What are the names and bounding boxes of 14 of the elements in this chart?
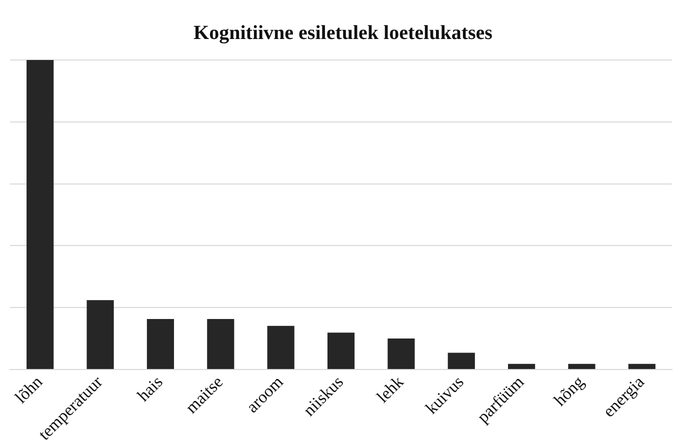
bar (327, 332, 355, 369)
bar (207, 319, 234, 369)
chart-title: Kognitiivne esiletulek loetelukatses (192, 22, 494, 46)
bar (448, 352, 475, 369)
x-tick-label: hais (134, 372, 166, 406)
bar (388, 338, 415, 369)
bar (267, 326, 294, 369)
bar (568, 364, 596, 369)
bar (508, 364, 536, 369)
bar (86, 300, 114, 369)
bar (146, 319, 174, 369)
bar (628, 364, 656, 369)
x-tick-label: lehk (373, 372, 408, 406)
bar (26, 60, 54, 369)
